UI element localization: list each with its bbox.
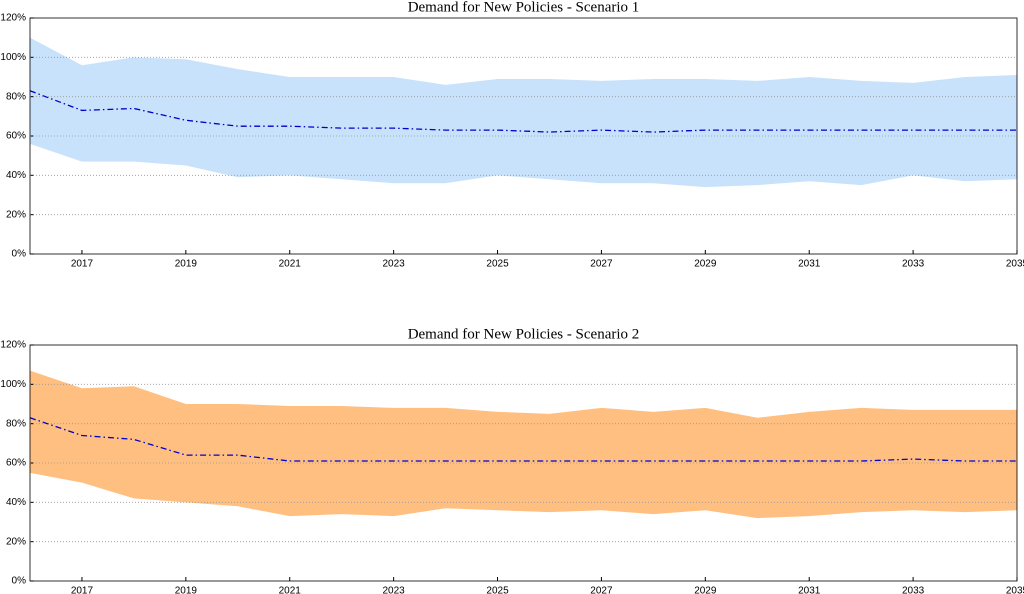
x-tick-label: 2019	[175, 259, 198, 270]
plot-frame	[29, 344, 1018, 582]
x-tick-label: 2017	[71, 259, 94, 270]
y-tick-label: 120%	[0, 13, 26, 24]
median-line	[29, 90, 1017, 133]
x-tick-label: 2027	[590, 259, 613, 270]
y-tick-label: 100%	[0, 52, 26, 63]
x-tick-label: 2029	[694, 586, 717, 594]
x-tick-label: 2025	[486, 586, 509, 594]
y-tick-label: 40%	[6, 497, 26, 508]
y-tick-label: 20%	[6, 209, 26, 220]
y-tick-label: 80%	[6, 418, 26, 429]
x-tick-label: 2033	[902, 259, 925, 270]
y-tick-label: 120%	[0, 340, 26, 351]
chart-title: Demand for New Policies - Scenario 1	[408, 0, 640, 15]
x-tick-label: 2029	[694, 259, 717, 270]
y-tick-label: 40%	[6, 170, 26, 181]
y-tick-label: 60%	[6, 131, 26, 142]
x-tick-label: 2031	[798, 586, 821, 594]
x-tick-label: 2031	[798, 259, 821, 270]
y-tick-label: 100%	[0, 379, 26, 390]
x-tick-label: 2027	[590, 586, 613, 594]
y-tick-label: 60%	[6, 458, 26, 469]
y-tick-label: 0%	[12, 249, 27, 260]
plot-frame	[29, 17, 1018, 255]
x-tick-label: 2017	[71, 586, 94, 594]
x-tick-label: 2021	[279, 259, 302, 270]
x-tick-label: 2033	[902, 586, 925, 594]
x-tick-label: 2021	[279, 586, 302, 594]
x-tick-label: 2035	[1006, 259, 1024, 270]
band	[30, 370, 1017, 519]
y-tick-label: 0%	[12, 576, 27, 587]
x-tick-label: 2035	[1006, 586, 1024, 594]
x-tick-label: 2019	[175, 586, 198, 594]
x-tick-label: 2023	[383, 586, 406, 594]
band	[30, 37, 1017, 188]
x-tick-label: 2025	[486, 259, 509, 270]
median-line	[29, 417, 1017, 462]
x-tick-label: 2023	[383, 259, 406, 270]
y-tick-label: 80%	[6, 91, 26, 102]
chart-title: Demand for New Policies - Scenario 2	[408, 326, 640, 342]
y-tick-label: 20%	[6, 536, 26, 547]
